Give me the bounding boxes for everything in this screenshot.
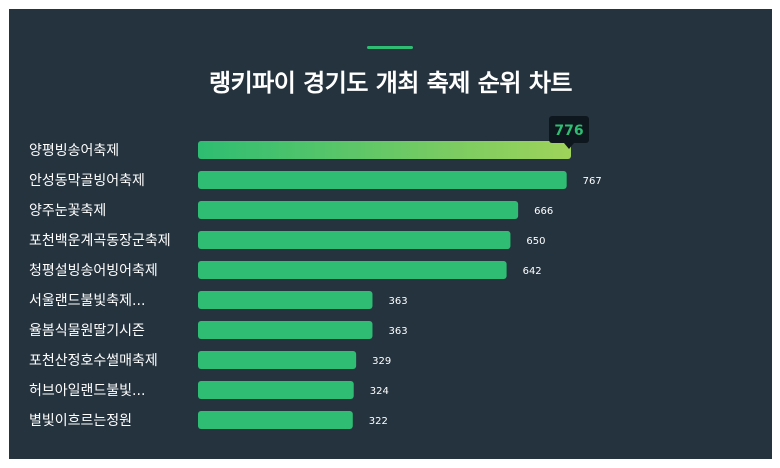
category-label: 포천산정호수썰매축제 [29, 353, 158, 369]
tooltip-box [549, 116, 589, 143]
bar-chart: 양평빙송어축제 776 안성동막골빙어축제 767 양주눈꽃축제 666 포천백운계곡동장군… [29, 116, 602, 429]
bar[interactable] [198, 351, 357, 369]
tooltip-pointer [564, 143, 574, 149]
value-label: 650 [526, 236, 545, 247]
value-label: 642 [523, 266, 542, 277]
tooltip-value: 776 [554, 123, 583, 139]
bar[interactable] [198, 201, 519, 219]
bar[interactable] [198, 141, 571, 159]
value-label: 363 [388, 296, 407, 307]
category-label: 양평빙송어축제 [29, 143, 119, 159]
value-label: 666 [534, 206, 553, 217]
category-label: 서울랜드불빛축제... [29, 293, 145, 309]
bar[interactable] [198, 261, 507, 279]
bar[interactable] [198, 291, 373, 309]
category-label: 양주눈꽃축제 [29, 203, 106, 219]
chart-panel: 랭키파이 경기도 개최 축제 순위 차트 양평빙송어축제 776 안성동막골빙어축제… [9, 9, 772, 459]
title-accent-line [367, 46, 413, 49]
value-label: 329 [372, 356, 391, 367]
category-label: 청평설빙송어빙어축제 [29, 263, 158, 279]
category-label: 별빛이흐르는정원 [29, 413, 132, 429]
value-label: 767 [583, 176, 602, 187]
category-label: 율봄식물원딸기시즌 [29, 323, 145, 339]
category-label: 안성동막골빙어축제 [29, 173, 145, 189]
category-label: 허브아일랜드불빛... [29, 383, 145, 399]
bar[interactable] [198, 321, 373, 339]
value-label: 363 [388, 326, 407, 337]
bar[interactable] [198, 231, 511, 249]
value-label: 324 [370, 386, 389, 397]
bar[interactable] [198, 411, 353, 429]
chart-title: 랭키파이 경기도 개최 축제 순위 차트 [209, 69, 572, 97]
category-label: 포천백운계곡동장군축제 [29, 233, 171, 249]
value-label: 322 [369, 416, 388, 427]
bar[interactable] [198, 381, 354, 399]
bar[interactable] [198, 171, 567, 189]
